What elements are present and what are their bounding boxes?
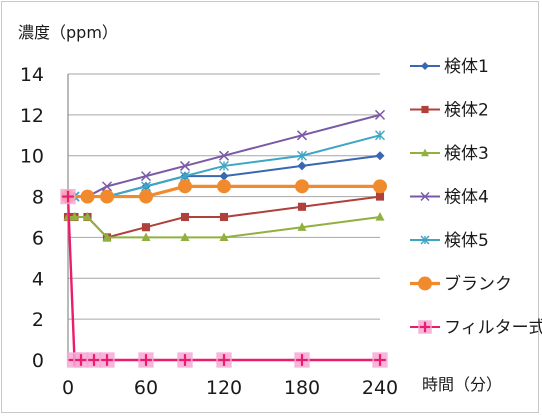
marker-stroke (296, 130, 308, 141)
data-point (179, 160, 191, 171)
data-point (374, 109, 386, 120)
data-point (219, 232, 229, 242)
data-point (80, 189, 95, 204)
data-point (375, 192, 385, 201)
data-point (180, 232, 190, 242)
data-point (294, 352, 310, 368)
legend-item: 検体1 (410, 57, 489, 77)
legend-item: ブランク (410, 274, 512, 295)
data-point (86, 352, 102, 368)
data-point (295, 179, 309, 194)
y-axis-label: 濃度（ppm） (18, 23, 118, 42)
data-point (99, 352, 115, 368)
data-point (178, 179, 192, 194)
data-point (297, 202, 307, 211)
data-point (375, 212, 385, 221)
marker-stroke (140, 171, 152, 182)
x-axis-label: 時間（分） (422, 375, 502, 394)
series-7 (60, 188, 388, 368)
data-point (141, 181, 151, 192)
y-tick-label: 2 (32, 309, 44, 331)
data-point (418, 276, 432, 291)
series-lines (60, 109, 388, 368)
data-point (216, 352, 232, 368)
legend-label: ブランク (444, 274, 512, 295)
data-point (375, 151, 385, 161)
data-point (180, 171, 190, 182)
data-point (373, 179, 387, 194)
data-point (420, 235, 430, 245)
y-tick-label: 14 (20, 64, 44, 86)
data-point (420, 191, 430, 202)
legend-item: 検体4 (410, 188, 489, 208)
legend-item: 検体2 (410, 101, 489, 121)
y-tick-label: 12 (20, 105, 44, 127)
axes: 0 2 4 6 8 10 12 14 0 60 120 180 240 (20, 64, 398, 399)
y-tick-label: 4 (32, 268, 44, 290)
legend-label: 検体3 (444, 144, 489, 164)
data-point (375, 130, 385, 141)
data-point (140, 171, 152, 182)
y-tick-label: 0 (32, 350, 44, 372)
data-point (297, 222, 307, 231)
x-tick-label: 180 (284, 377, 320, 399)
data-point (219, 212, 229, 222)
data-point (100, 189, 114, 204)
legend-label: 検体5 (444, 231, 489, 251)
series-3 (63, 212, 385, 242)
x-tick-label: 120 (206, 377, 242, 399)
y-tick-label: 10 (20, 146, 44, 168)
data-point (73, 352, 89, 368)
legend-item: 検体5 (410, 231, 489, 251)
data-point (141, 223, 151, 232)
data-point (83, 212, 92, 221)
y-tick-label: 8 (32, 187, 44, 209)
x-tick-label: 0 (62, 377, 74, 399)
data-point (101, 181, 113, 192)
legend-label: 検体2 (444, 101, 489, 121)
x-tick-label: 240 (362, 377, 398, 399)
data-point (180, 212, 190, 222)
data-point (219, 171, 229, 181)
data-point (219, 160, 229, 171)
data-point (217, 179, 231, 194)
marker-stroke (179, 160, 191, 171)
data-point (421, 105, 429, 114)
data-point (138, 352, 154, 368)
data-point (139, 189, 153, 204)
data-point (141, 232, 151, 242)
legend-label: 検体1 (444, 57, 489, 77)
data-point (177, 352, 193, 368)
marker-stroke (420, 191, 430, 202)
y-tick-label: 6 (32, 227, 44, 249)
data-point (421, 62, 429, 70)
data-point (297, 161, 307, 171)
data-point (372, 352, 388, 368)
marker-stroke (218, 150, 230, 161)
data-point (421, 148, 429, 157)
legend-item: 検体3 (410, 144, 489, 164)
legend-label: フィルター式 (444, 318, 542, 338)
legend-item: フィルター式 (410, 318, 542, 338)
x-tick-label: 60 (134, 377, 158, 399)
data-point (70, 212, 79, 221)
marker-stroke (374, 109, 386, 120)
data-point (418, 320, 432, 334)
data-point (102, 232, 112, 242)
data-point (296, 130, 308, 141)
legend-label: 検体4 (444, 188, 489, 208)
marker-stroke (101, 181, 113, 192)
data-point (60, 188, 76, 205)
data-point (218, 150, 230, 161)
data-point (297, 150, 307, 161)
